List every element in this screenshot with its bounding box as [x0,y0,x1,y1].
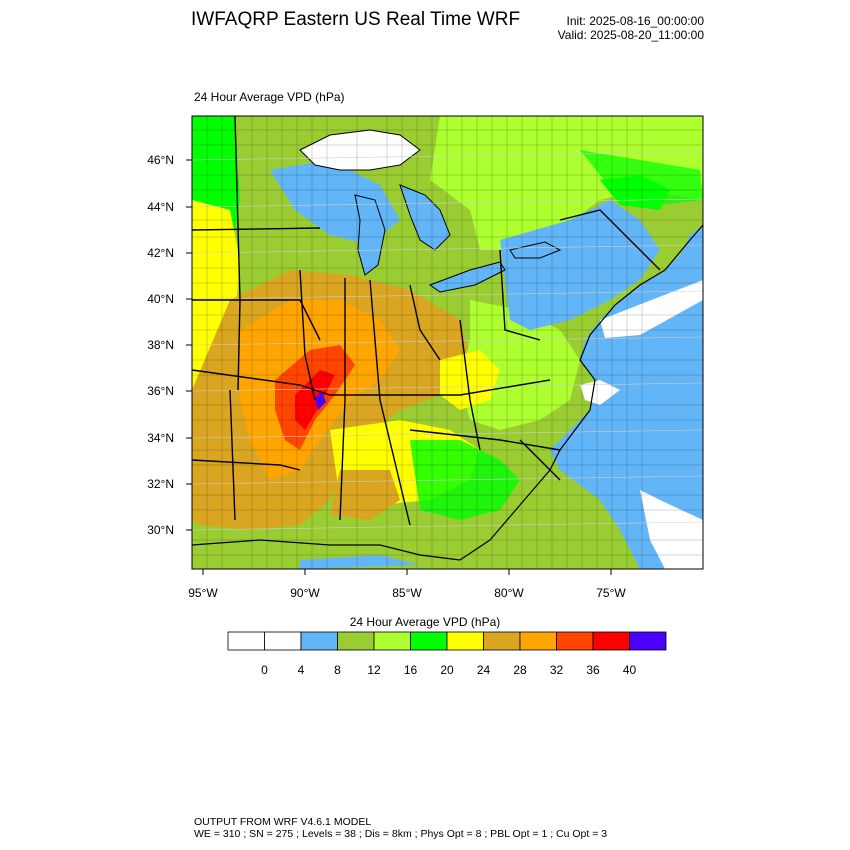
colorbar [227,631,667,651]
ocean-white-3 [640,490,703,569]
footer-config: WE = 310 ; SN = 275 ; Levels = 38 ; Dis … [194,828,608,840]
colorbar-tick-label: 4 [298,663,305,677]
lake-ontario [509,241,562,259]
lat-label: 44°N [147,200,174,214]
lake-michigan [354,194,386,276]
ne-blue [500,200,660,330]
footer-model: OUTPUT FROM WRF V4.6.1 MODEL [194,816,372,828]
gulf-of-mexico [192,540,480,569]
colorbar-swatch [337,631,375,651]
map-frame [191,115,704,570]
ocean-white-1 [600,280,703,338]
colorbar-swatch [373,631,411,651]
lat-label: 46°N [147,153,174,167]
west-yellow [192,200,240,390]
colorbar-swatch [264,631,302,651]
colorbar-tick-label: 40 [623,663,637,677]
colorbar-swatch [227,631,265,651]
lon-label: 80°W [494,586,524,600]
lat-label: 30°N [147,523,174,537]
map-subtitle: 24 Hour Average VPD (hPa) [194,90,345,104]
colorbar-swatch [446,631,484,651]
map-fields [192,116,703,569]
lon-label: 85°W [392,586,422,600]
colorbar-tick-label: 28 [513,663,527,677]
lon-label: 75°W [596,586,626,600]
colorbar-swatch [556,631,594,651]
lon-label: 90°W [290,586,320,600]
lon-label: 95°W [188,586,218,600]
ocean-white-2 [580,380,620,405]
colorbar-swatch [519,631,557,651]
lat-label: 32°N [147,477,174,491]
colorbar-tick-label: 12 [367,663,381,677]
lat-label: 36°N [147,384,174,398]
init-time: Init: 2025-08-16_00:00:00 [566,14,704,28]
colorbar-tick-label: 20 [440,663,454,677]
lake-superior [299,129,421,171]
lake-huron [399,184,451,251]
atlantic-ocean [550,116,703,569]
map-ticks [186,159,612,575]
central-blue-spot [315,392,326,410]
gulf-blue [300,555,420,569]
valid-time: Valid: 2025-08-20_11:00:00 [557,28,704,42]
colorbar-labels: 0 4 8 12 16 20 24 28 32 36 40 [261,663,636,677]
colorbar-tick-label: 36 [586,663,600,677]
lat-label: 42°N [147,246,174,260]
colorbar-tick-label: 32 [550,663,564,677]
colorbar-swatch [410,631,448,651]
county-grid [192,116,703,569]
colorbar-tick-label: 24 [477,663,491,677]
colorbar-swatch [592,631,630,651]
lon-labels: 95°W 90°W 85°W 80°W 75°W [188,586,626,600]
lat-labels: 46°N 44°N 42°N 40°N 38°N 36°N 34°N 32°N … [147,153,174,537]
lat-label: 40°N [147,292,174,306]
colorbar-tick-label: 0 [261,663,268,677]
lat-label: 38°N [147,338,174,352]
lake-erie [428,261,506,293]
lat-label: 34°N [147,431,174,445]
colorbar-title: 24 Hour Average VPD (hPa) [349,615,501,629]
colorbar-tick-label: 16 [404,663,418,677]
colorbar-swatch [629,631,667,651]
coastlines [192,224,703,561]
colorbar-swatch [483,631,521,651]
ne-green-upper [600,175,670,210]
canada-light [430,116,703,250]
chart-title: IWFAQRP Eastern US Real Time WRF [191,9,521,30]
colorbar-swatch [300,631,338,651]
colorbar-tick-label: 8 [334,663,341,677]
